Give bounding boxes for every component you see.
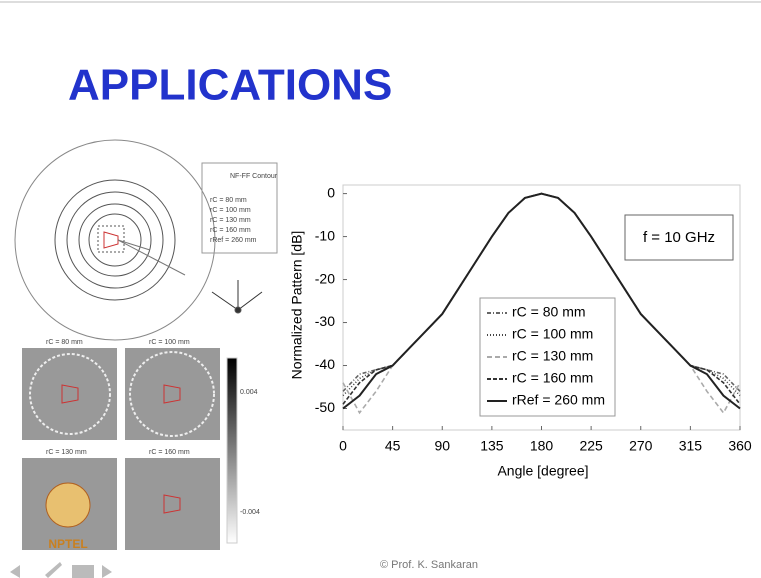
- geometry-legend-title: NF-FF Contour: [230, 173, 278, 180]
- field-map-title: rC = 80 mm: [46, 339, 83, 346]
- y-tick-label: -10: [315, 227, 335, 243]
- geometry-legend-item: rC = 100 mm: [210, 207, 251, 214]
- x-tick-label: 0: [339, 438, 347, 454]
- field-map-title: rC = 130 mm: [46, 449, 87, 456]
- y-tick-label: -30: [315, 313, 335, 329]
- field-map-title: rC = 100 mm: [149, 339, 190, 346]
- footer: © Prof. K. Sankaran: [380, 559, 478, 571]
- geometry-legend-item: rRef = 260 mm: [210, 237, 257, 244]
- x-tick-label: 270: [629, 438, 653, 454]
- legend-label: rC = 80 mm: [512, 304, 586, 320]
- x-tick-label: 360: [728, 438, 752, 454]
- x-tick-label: 315: [679, 438, 703, 454]
- x-axis-label: Angle [degree]: [497, 463, 588, 479]
- x-tick-label: 180: [530, 438, 554, 454]
- y-tick-label: -20: [315, 270, 335, 286]
- y-tick-label: 0: [327, 184, 335, 200]
- x-tick-label: 225: [579, 438, 603, 454]
- geometry-legend-item: rC = 80 mm: [210, 197, 247, 204]
- x-tick-label: 135: [480, 438, 504, 454]
- x-tick-label: 45: [385, 438, 401, 454]
- legend-label: rC = 130 mm: [512, 348, 593, 364]
- colorbar-label: -0.004: [240, 509, 260, 516]
- logo-text: NPTEL: [48, 537, 87, 551]
- y-tick-label: -50: [315, 399, 335, 415]
- geometry-figure: [14, 139, 278, 341]
- nav-icons[interactable]: [10, 562, 112, 578]
- slide-title: APPLICATIONS: [68, 61, 392, 110]
- legend-label: rC = 160 mm: [512, 370, 593, 386]
- series-line: [342, 192, 741, 410]
- annotation: f = 10 GHz: [643, 229, 715, 246]
- geometry-legend-item: rC = 160 mm: [210, 227, 251, 234]
- geometry-legend-item: rC = 130 mm: [210, 217, 251, 224]
- colorbar-label: 0.004: [240, 389, 258, 396]
- y-axis-label: Normalized Pattern [dB]: [289, 231, 305, 380]
- y-tick-label: -40: [315, 356, 335, 372]
- field-map-title: rC = 160 mm: [149, 449, 190, 456]
- legend-label: rRef = 260 mm: [512, 392, 605, 408]
- field-maps: NPTEL: [22, 348, 238, 551]
- legend-label: rC = 100 mm: [512, 326, 593, 342]
- x-tick-label: 90: [434, 438, 450, 454]
- legend-box: [479, 297, 616, 417]
- annotation-box: [624, 214, 734, 261]
